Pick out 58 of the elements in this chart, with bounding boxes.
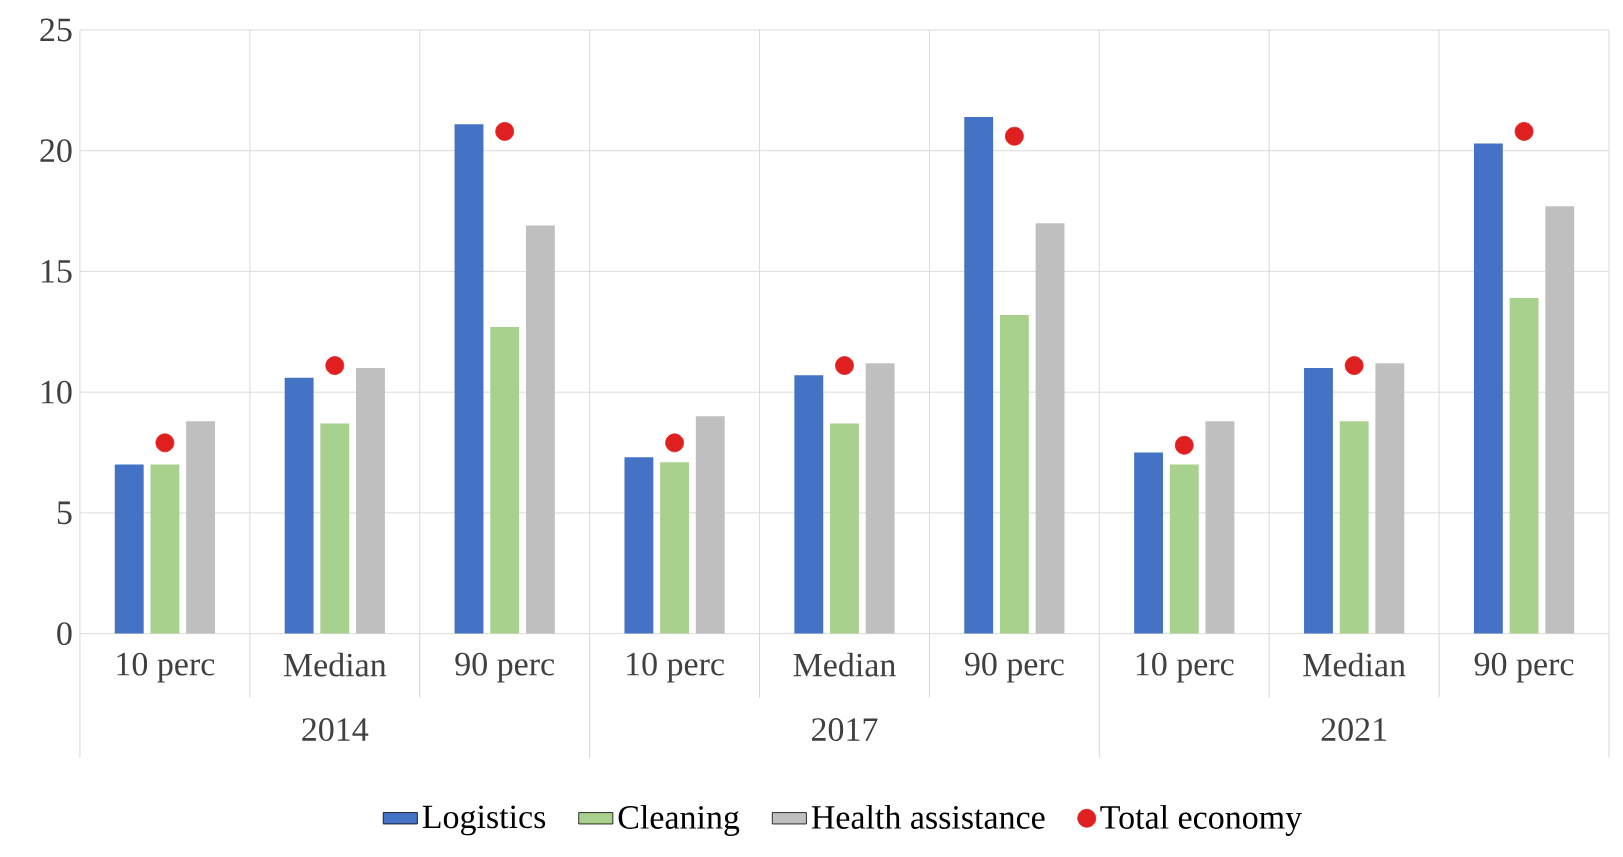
legend-label: Total economy — [1100, 804, 1303, 836]
bar — [1473, 143, 1503, 634]
x-tick-label: Median — [793, 652, 896, 677]
y-tick-label: 0 — [57, 621, 72, 645]
y-tick-label: 25 — [40, 18, 72, 42]
text: 2021 — [1321, 717, 1387, 741]
bar — [150, 464, 180, 634]
bar — [865, 362, 895, 634]
point — [1004, 126, 1024, 146]
x-tick-label: 90 perc — [1474, 652, 1574, 683]
bar — [695, 416, 725, 634]
x-tick-label: 90 perc — [455, 652, 555, 683]
bar — [1169, 464, 1199, 634]
legend-label: Health assistance — [811, 804, 1045, 829]
bar — [1205, 420, 1235, 634]
bar — [356, 367, 385, 634]
bar — [794, 375, 824, 634]
point — [1514, 121, 1534, 141]
point — [665, 433, 684, 453]
point — [835, 355, 854, 375]
x-tick-label: Median — [283, 652, 387, 677]
x-tick-label: 10 perc — [1136, 652, 1234, 683]
point — [325, 355, 345, 375]
x-tick-label: 10 perc — [627, 652, 724, 683]
bar — [1375, 362, 1405, 634]
text: 2014 — [302, 717, 369, 741]
y-tick-label: 10 — [41, 380, 72, 404]
bar — [320, 423, 350, 634]
bar — [114, 464, 144, 634]
legend-label: Cleaning — [618, 804, 740, 836]
x-tick-label: 90 perc — [965, 652, 1064, 683]
bar — [284, 377, 314, 634]
bar — [186, 420, 216, 634]
bar — [454, 123, 484, 634]
legend-label: Logistics — [422, 805, 546, 836]
x-tick-label: 10 perc — [117, 652, 215, 683]
y-tick-label: 5 — [57, 501, 72, 524]
bar — [624, 457, 654, 634]
bar — [1304, 367, 1333, 634]
bar — [830, 423, 859, 634]
text: 2017 — [812, 717, 878, 741]
point — [155, 433, 175, 453]
bar — [1339, 420, 1369, 634]
bar — [1509, 297, 1539, 634]
bar — [999, 314, 1029, 634]
bar — [490, 326, 520, 634]
bar — [525, 225, 555, 634]
y-tick-label: 15 — [41, 259, 72, 283]
point — [1344, 355, 1364, 375]
bar — [660, 461, 690, 634]
point — [1174, 435, 1194, 455]
bar — [964, 116, 994, 634]
bar — [1035, 222, 1065, 634]
bar — [1134, 452, 1164, 634]
y-tick-label: 20 — [40, 139, 72, 162]
point — [495, 121, 515, 141]
bar — [1545, 206, 1575, 634]
x-tick-label: Median — [1303, 652, 1406, 677]
